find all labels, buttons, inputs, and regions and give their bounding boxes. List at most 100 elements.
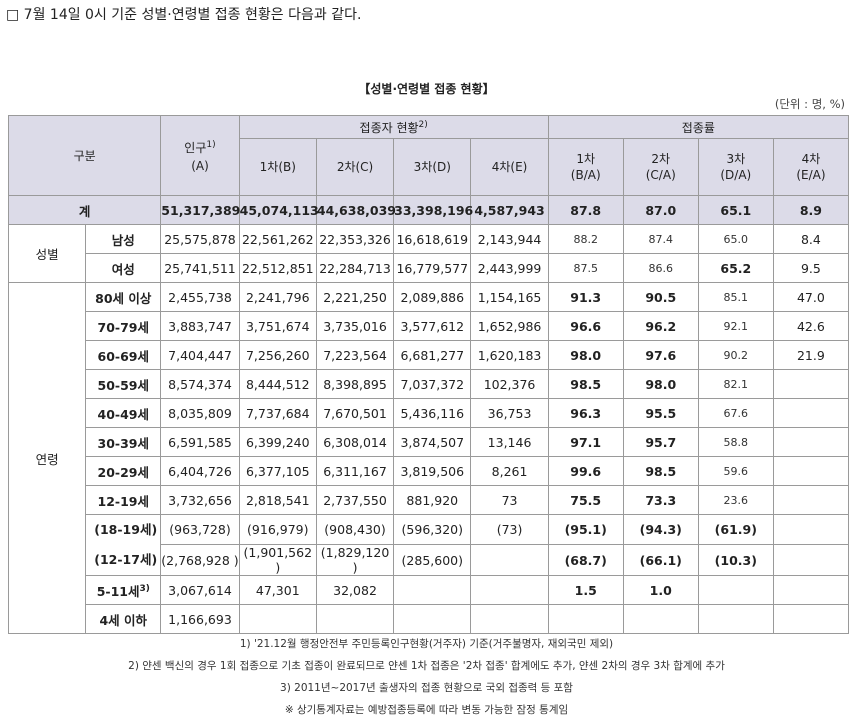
cell: 97.1 xyxy=(547,427,624,457)
cell: (10.3) xyxy=(697,544,774,576)
header-dose-1: 1차(B) xyxy=(238,138,317,196)
cell: 96.2 xyxy=(622,311,699,341)
cell: 6,311,167 xyxy=(315,456,395,486)
unit-label: (단위 : 명, %) xyxy=(774,97,845,111)
sub-row-label: (18-19세) xyxy=(94,522,158,537)
cell xyxy=(772,544,850,576)
cell xyxy=(772,427,850,457)
cell: 67.6 xyxy=(697,398,774,428)
row-label: 70-79세 xyxy=(85,311,162,341)
header-vaccinated-group: 접종자 현황2) xyxy=(238,115,549,139)
cell xyxy=(697,604,774,634)
cell: 65.1 xyxy=(697,195,774,225)
header-rate-4: 4차 (E/A) xyxy=(772,138,850,196)
cell: 42.6 xyxy=(772,311,850,341)
table-row: 20-29세 6,404,726 6,377,105 6,311,167 3,8… xyxy=(9,456,850,486)
header-population: 인구1) (A) xyxy=(160,115,240,196)
table-row: 50-59세 8,574,374 8,444,512 8,398,895 7,0… xyxy=(9,369,850,399)
cell: (963,728) xyxy=(160,514,240,545)
cell: 9.5 xyxy=(772,253,850,283)
cell: 36,753 xyxy=(470,398,549,428)
cell: 3,874,507 xyxy=(393,427,472,457)
cell: 47.0 xyxy=(772,282,850,312)
cell: 6,591,585 xyxy=(160,427,240,457)
cell: 2,089,886 xyxy=(393,282,472,312)
row-label: 5-11세3) xyxy=(85,575,162,605)
cell: 3,883,747 xyxy=(160,311,240,341)
cell: 98.5 xyxy=(622,456,699,486)
cell: 58.8 xyxy=(697,427,774,457)
cell: 47,301 xyxy=(238,575,317,605)
table-row-total: 계 51,317,389 45,074,113 44,638,039 33,39… xyxy=(7,195,850,225)
cell: 22,561,262 xyxy=(238,224,317,254)
cell: 16,618,619 xyxy=(393,224,472,254)
cell: 8,035,809 xyxy=(160,398,240,428)
cell xyxy=(772,604,850,634)
cell: 6,308,014 xyxy=(315,427,395,457)
cell: 102,376 xyxy=(470,369,549,399)
cell: 87.0 xyxy=(622,195,699,225)
cell: 45,074,113 xyxy=(238,195,319,225)
row-label: 40-49세 xyxy=(85,398,162,428)
cell: 73.3 xyxy=(622,485,699,515)
cell: 22,353,326 xyxy=(315,224,395,254)
cell: 25,741,511 xyxy=(160,253,240,283)
row-label: 계 xyxy=(7,195,162,225)
footnote-3: 3) 2011년~2017년 출생자의 접종 현황으로 국외 접종력 등 포함 xyxy=(280,682,573,694)
cell: 95.5 xyxy=(622,398,699,428)
intro-text: □ 7월 14일 0시 기준 성별·연령별 접종 현황은 다음과 같다. xyxy=(6,7,362,23)
cell: (285,600) xyxy=(393,544,472,576)
cell: 1,166,693 xyxy=(160,604,240,634)
cell: 92.1 xyxy=(697,311,774,341)
row-label: 4세 이하 xyxy=(85,604,162,634)
cell: (916,979) xyxy=(238,514,317,545)
cell: 96.3 xyxy=(547,398,624,428)
cell: 44,638,039 xyxy=(315,195,396,225)
table-row: 12-19세 3,732,656 2,818,541 2,737,550 881… xyxy=(9,485,850,515)
gender-group-label: 성별 xyxy=(7,224,87,283)
cell xyxy=(470,604,549,634)
cell: 7,670,501 xyxy=(315,398,395,428)
cell xyxy=(238,604,317,634)
table-row: 성별 남성 25,575,878 22,561,262 22,353,326 1… xyxy=(7,224,850,283)
table-row: 40-49세 8,035,809 7,737,684 7,670,501 5,4… xyxy=(9,398,850,428)
cell: 99.6 xyxy=(547,456,624,486)
cell: 86.6 xyxy=(622,253,699,283)
cell: 2,221,250 xyxy=(315,282,395,312)
cell: 98.0 xyxy=(622,369,699,399)
cell: (1,901,562 ) xyxy=(238,544,317,576)
cell xyxy=(470,544,549,576)
cell: 95.7 xyxy=(622,427,699,457)
footnote-4: ※ 상기통계자료는 예방접종등록에 따라 변동 가능한 잠정 통계임 xyxy=(284,704,569,716)
table-row: 30-39세 6,591,585 6,399,240 6,308,014 3,8… xyxy=(9,427,850,457)
cell: 5,436,116 xyxy=(393,398,472,428)
cell xyxy=(393,604,472,634)
footnote-2: 2) 얀센 백신의 경우 1회 접종으로 기초 접종이 완료되므로 얀센 1차 … xyxy=(128,660,725,672)
cell: 2,443,999 xyxy=(470,253,549,283)
cell xyxy=(772,485,850,515)
table-row-sub: (18-19세) (12-17세) (963,728) (916,979) (90… xyxy=(9,514,850,576)
cell: 98.5 xyxy=(547,369,624,399)
cell xyxy=(547,604,624,634)
cell: (1,829,120 ) xyxy=(315,544,395,576)
cell xyxy=(772,514,850,545)
cell xyxy=(393,575,472,605)
header-dose-2: 2차(C) xyxy=(315,138,395,196)
cell xyxy=(697,575,774,605)
header-dose-3: 3차(D) xyxy=(393,138,472,196)
cell: (66.1) xyxy=(622,544,699,576)
cell: 97.6 xyxy=(622,340,699,370)
table-row: 60-69세 7,404,447 7,256,260 7,223,564 6,6… xyxy=(9,340,850,370)
sub-indent: (18-19세) (12-17세) xyxy=(85,514,162,576)
cell: 25,575,878 xyxy=(160,224,240,254)
cell: 65.0 xyxy=(697,224,774,254)
header-rate-1: 1차 (B/A) xyxy=(547,138,624,196)
cell: 4,587,943 xyxy=(470,195,549,225)
cell: 7,256,260 xyxy=(238,340,317,370)
cell: 8,574,374 xyxy=(160,369,240,399)
cell: (2,768,928 ) xyxy=(160,544,240,576)
table-row: 연령 80세 이상 2,455,738 2,241,796 2,221,250 … xyxy=(7,282,850,634)
cell: 90.5 xyxy=(622,282,699,312)
cell: 1.0 xyxy=(622,575,699,605)
cell: 1,620,183 xyxy=(470,340,549,370)
